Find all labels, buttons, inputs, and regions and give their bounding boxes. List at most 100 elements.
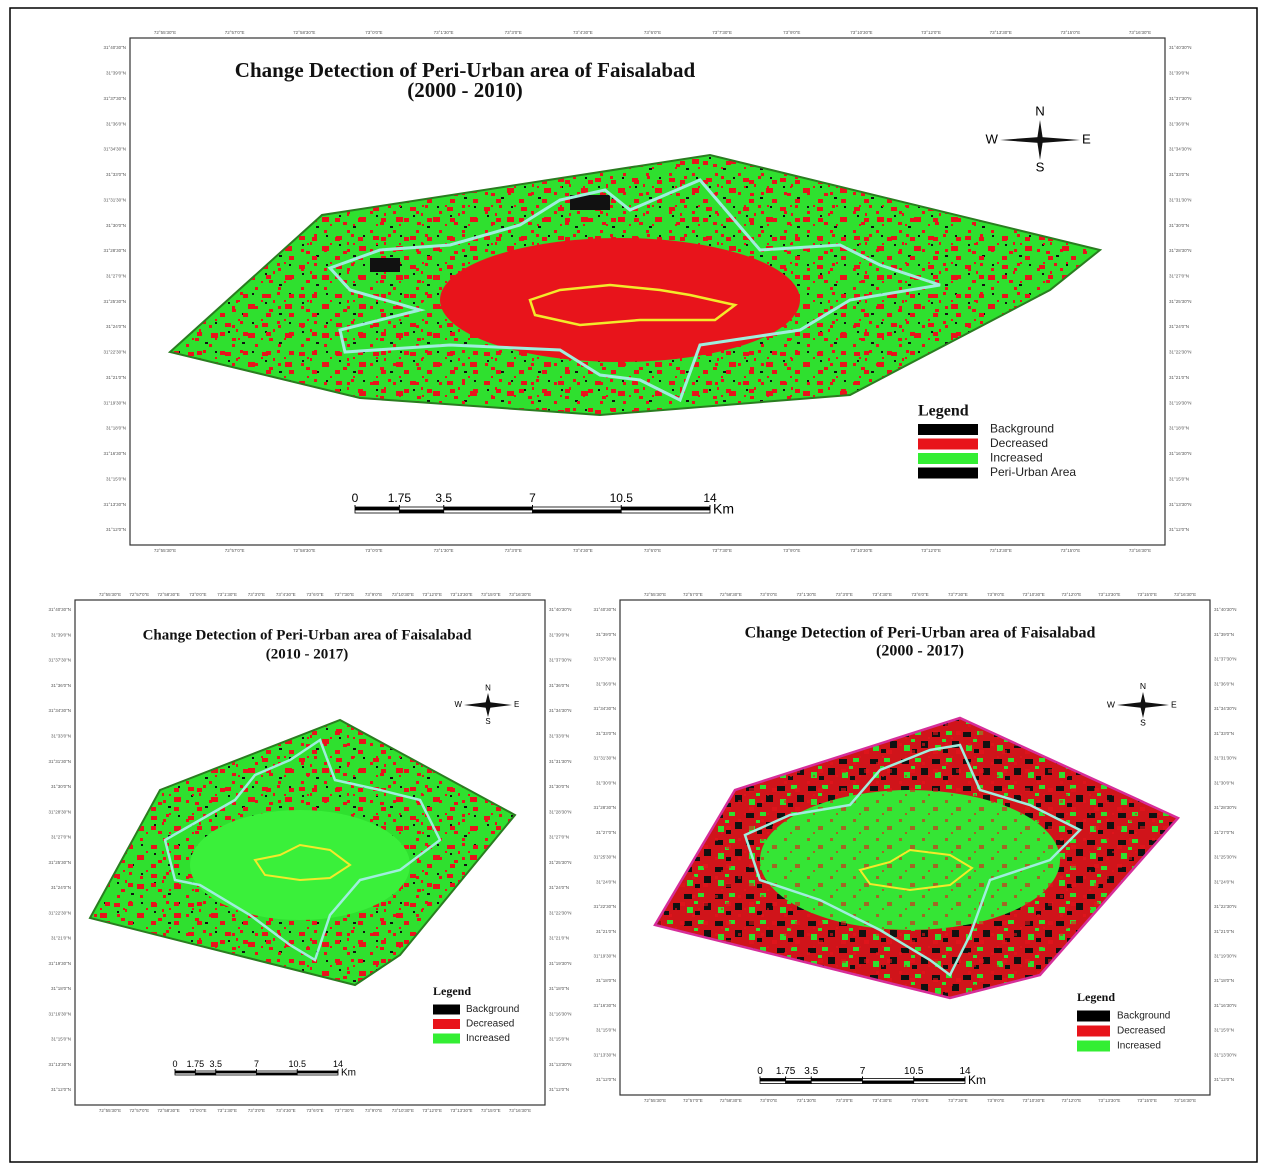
latitude-label: 31°16'30"N — [103, 451, 126, 456]
legend-label: Increased — [466, 1033, 510, 1044]
compass-w: W — [986, 131, 999, 146]
latitude-label: 31°13'30"N — [593, 1052, 616, 1057]
scale-label: 7 — [254, 1059, 259, 1069]
scale-label: 1.75 — [187, 1059, 205, 1069]
city-boundary — [528, 283, 738, 327]
scale-segment — [174, 1072, 196, 1076]
latitude-label: 31°31'30"N — [1214, 756, 1237, 761]
longitude-label: 73°0'0"E — [760, 592, 777, 597]
latitude-label: 31°25'30"N — [1169, 299, 1192, 304]
latitude-label: 31°27'0"N — [106, 274, 126, 279]
longitude-label: 73°6'0"E — [306, 1108, 323, 1113]
longitude-label: 72°55'30"E — [644, 592, 666, 597]
compass-s: S — [485, 717, 490, 726]
map-title: Change Detection of Peri-Urban area of F… — [143, 627, 473, 643]
latitude-label: 31°27'0"N — [1214, 830, 1234, 835]
longitude-label: 72°58'30"E — [157, 592, 179, 597]
latitude-label: 31°25'30"N — [1214, 855, 1237, 860]
longitude-label: 73°7'30"E — [948, 1098, 968, 1103]
longitude-label: 73°13'30"E — [1098, 592, 1120, 597]
latitude-label: 31°36'0"N — [1169, 121, 1189, 126]
longitude-label: 73°3'0"E — [248, 592, 265, 597]
scale-label: 3.5 — [804, 1066, 818, 1077]
latitude-label: 31°12'0"N — [1214, 1077, 1234, 1082]
latitude-label: 31°12'0"N — [1169, 527, 1189, 532]
peri-urban-boundary — [163, 738, 442, 962]
scale-label: 1.75 — [776, 1066, 796, 1077]
scale-segment — [443, 509, 533, 514]
longitude-label: 73°1'30"E — [797, 1098, 817, 1103]
latitude-label: 31°30'0"N — [106, 223, 126, 228]
longitude-label: 73°12'0"E — [1062, 592, 1082, 597]
legend-label: Background — [1117, 1011, 1170, 1022]
longitude-label: 73°12'0"E — [1062, 1098, 1082, 1103]
longitude-label: 73°10'30"E — [1022, 1098, 1044, 1103]
latitude-label: 31°33'0"N — [106, 172, 126, 177]
longitude-label: 73°7'30"E — [334, 592, 354, 597]
longitude-label: 73°13'30"E — [450, 1108, 472, 1113]
scale-label: 10.5 — [904, 1066, 924, 1077]
latitude-label: 31°18'0"N — [1214, 978, 1234, 983]
compass-rose — [464, 702, 512, 708]
latitude-label: 31°21'0"N — [1169, 375, 1189, 380]
latitude-label: 31°19'30"N — [593, 954, 616, 959]
longitude-label: 73°0'0"E — [365, 548, 382, 553]
latitude-label: 31°21'0"N — [1214, 929, 1234, 934]
latitude-label: 31°24'0"N — [106, 324, 126, 329]
latitude-label: 31°19'30"N — [103, 400, 126, 405]
latitude-label: 31°37'30"N — [1214, 657, 1237, 662]
longitude-label: 73°7'30"E — [712, 548, 732, 553]
legend-swatch — [918, 424, 978, 435]
scale-segment — [215, 1072, 257, 1076]
map-subtitle: (2000 - 2017) — [876, 643, 964, 660]
latitude-label: 31°19'30"N — [48, 961, 71, 966]
longitude-label: 72°58'30"E — [720, 1098, 742, 1103]
scale-label: 0 — [172, 1059, 177, 1069]
compass-n: N — [1035, 104, 1045, 119]
latitude-label: 31°25'30"N — [103, 299, 126, 304]
longitude-label: 73°9'0"E — [783, 548, 800, 553]
longitude-label: 73°0'0"E — [189, 592, 206, 597]
latitude-label: 31°18'0"N — [596, 978, 616, 983]
longitude-label: 73°9'0"E — [365, 1108, 382, 1113]
longitude-label: 73°1'30"E — [217, 592, 237, 597]
longitude-label: 73°12'0"E — [422, 1108, 442, 1113]
latitude-label: 31°30'0"N — [1169, 223, 1189, 228]
longitude-label: 73°1'30"E — [217, 1108, 237, 1113]
latitude-label: 31°18'0"N — [106, 426, 126, 431]
latitude-label: 31°40'30"N — [48, 607, 71, 612]
latitude-label: 31°13'30"N — [1169, 502, 1192, 507]
map-image-2010-2017 — [90, 720, 515, 985]
latitude-label: 31°18'0"N — [51, 986, 71, 991]
compass-w: W — [1107, 699, 1116, 709]
latitude-label: 31°33'0"N — [1214, 731, 1234, 736]
latitude-label: 31°16'30"N — [1169, 451, 1192, 456]
latitude-label: 31°30'0"N — [596, 780, 616, 785]
longitude-label: 73°0'0"E — [189, 1108, 206, 1113]
peri-urban-boundary — [327, 178, 941, 403]
outer-border — [9, 7, 1258, 1163]
scale-segment — [398, 506, 445, 511]
longitude-label: 72°58'30"E — [293, 30, 315, 35]
latitude-label: 31°36'0"N — [51, 683, 71, 688]
legend-label: Decreased — [1117, 1026, 1165, 1037]
scale-label: 1.75 — [388, 491, 412, 505]
latitude-label: 31°30'0"N — [1214, 780, 1234, 785]
longitude-label: 73°6'0"E — [644, 548, 661, 553]
map-frame — [129, 37, 1166, 546]
longitude-label: 73°16'30"E — [1129, 30, 1151, 35]
map-subtitle: (2000 - 2010) — [407, 78, 522, 102]
longitude-label: 73°3'0"E — [505, 30, 522, 35]
scale-segment — [354, 509, 400, 514]
legend-label: Increased — [1117, 1041, 1161, 1052]
latitude-label: 31°15'0"N — [549, 1037, 569, 1042]
longitude-label: 72°55'30"E — [99, 592, 121, 597]
latitude-label: 31°28'30"N — [103, 248, 126, 253]
scale-label: 0 — [352, 491, 359, 505]
latitude-label: 31°36'0"N — [549, 683, 569, 688]
latitude-label: 31°13'30"N — [1214, 1052, 1237, 1057]
longitude-label: 73°16'30"E — [509, 1108, 531, 1113]
longitude-label: 72°57'0"E — [683, 592, 703, 597]
latitude-label: 31°37'30"N — [103, 96, 126, 101]
longitude-label: 73°3'0"E — [836, 592, 853, 597]
